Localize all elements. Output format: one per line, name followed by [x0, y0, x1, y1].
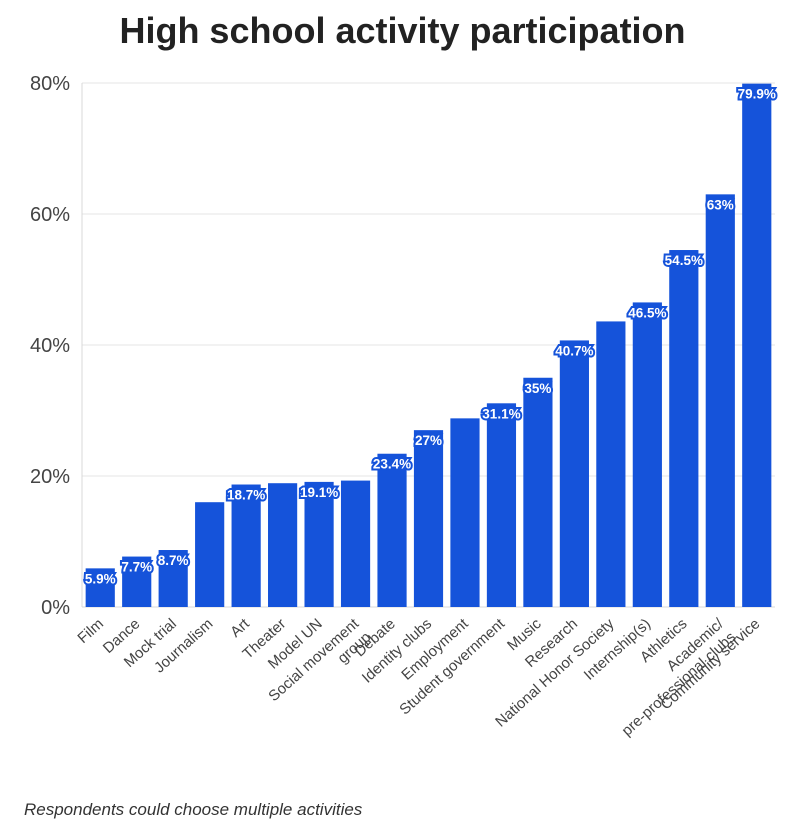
bar — [195, 502, 225, 607]
bar — [559, 340, 589, 607]
bar — [450, 418, 480, 607]
data-label: 40.7% — [555, 343, 593, 358]
y-tick-label: 80% — [30, 73, 70, 95]
data-label: 18.7% — [227, 488, 265, 503]
x-tick-label: Art — [227, 615, 253, 641]
bar — [669, 250, 699, 607]
y-tick-label: 40% — [30, 335, 70, 357]
y-tick-label: 0% — [41, 597, 70, 619]
data-label: 63% — [707, 197, 734, 212]
bar — [705, 194, 735, 607]
bar — [523, 377, 553, 607]
x-tick-label-line: Art — [227, 615, 253, 641]
data-label: 54.5% — [665, 253, 703, 268]
bar — [596, 321, 626, 607]
bar — [85, 568, 115, 607]
data-label: 7.7% — [121, 560, 152, 575]
data-label: 27% — [415, 433, 442, 448]
bar — [413, 430, 444, 607]
bar — [158, 550, 188, 607]
data-label: 31.1% — [482, 406, 520, 421]
data-label: 8.7% — [158, 553, 189, 568]
y-tick-label: 60% — [30, 204, 70, 226]
bar — [268, 483, 298, 607]
bar — [486, 403, 517, 607]
chart-footnote: Respondents could choose multiple activi… — [24, 800, 363, 819]
bar — [304, 481, 334, 607]
bar — [122, 556, 152, 607]
bar — [231, 484, 261, 607]
bar — [377, 453, 407, 607]
y-tick-label: 20% — [30, 466, 70, 488]
data-label: 23.4% — [373, 457, 411, 472]
bar — [632, 302, 662, 607]
bar — [742, 83, 772, 607]
data-label: 19.1% — [300, 485, 338, 500]
bar — [340, 480, 371, 607]
chart-title: High school activity participation — [119, 10, 686, 51]
data-label: 46.5% — [628, 305, 666, 320]
data-label: 79.9% — [738, 87, 776, 102]
data-label: 5.9% — [85, 571, 116, 586]
data-label: 35% — [524, 381, 551, 396]
